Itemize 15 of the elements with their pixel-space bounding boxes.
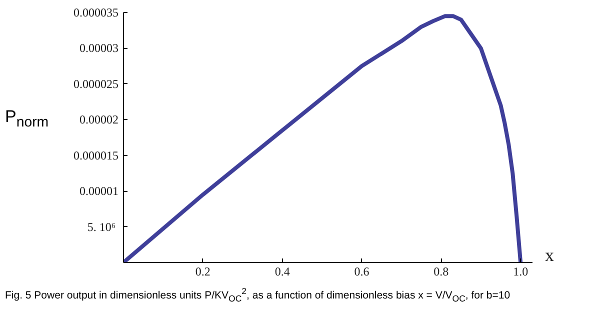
x-tick-label: 0.2 bbox=[195, 264, 210, 278]
y-axis-title: P$_{norm}$ bbox=[5, 106, 49, 132]
caption: Fig. 5 Power output in dimensionless units P/KV$_{OC}$$^{2}$, as a function of dimensionless bias x = V/V$_{OC}$, for b=10 bbox=[5, 285, 510, 306]
y-tick-label: 0.000035 bbox=[74, 6, 118, 20]
y-tick-label: 0.00002 bbox=[80, 112, 118, 127]
x-tick-label: 0.6 bbox=[354, 264, 370, 278]
y-tick-label: 0.00003 bbox=[80, 41, 118, 56]
y-tick-label: 0.000015 bbox=[74, 148, 118, 162]
y-tick-label: 0.000025 bbox=[74, 76, 118, 91]
y-tick-label: 5. 10⁶ bbox=[87, 220, 116, 234]
x-tick-label: 0.8 bbox=[434, 264, 449, 278]
x-tick-label: 0.4 bbox=[274, 264, 290, 278]
y-tick-label: 0.00001 bbox=[80, 184, 118, 198]
x-tick-label: 1.0 bbox=[513, 264, 528, 278]
x-axis-title: x bbox=[545, 244, 554, 267]
